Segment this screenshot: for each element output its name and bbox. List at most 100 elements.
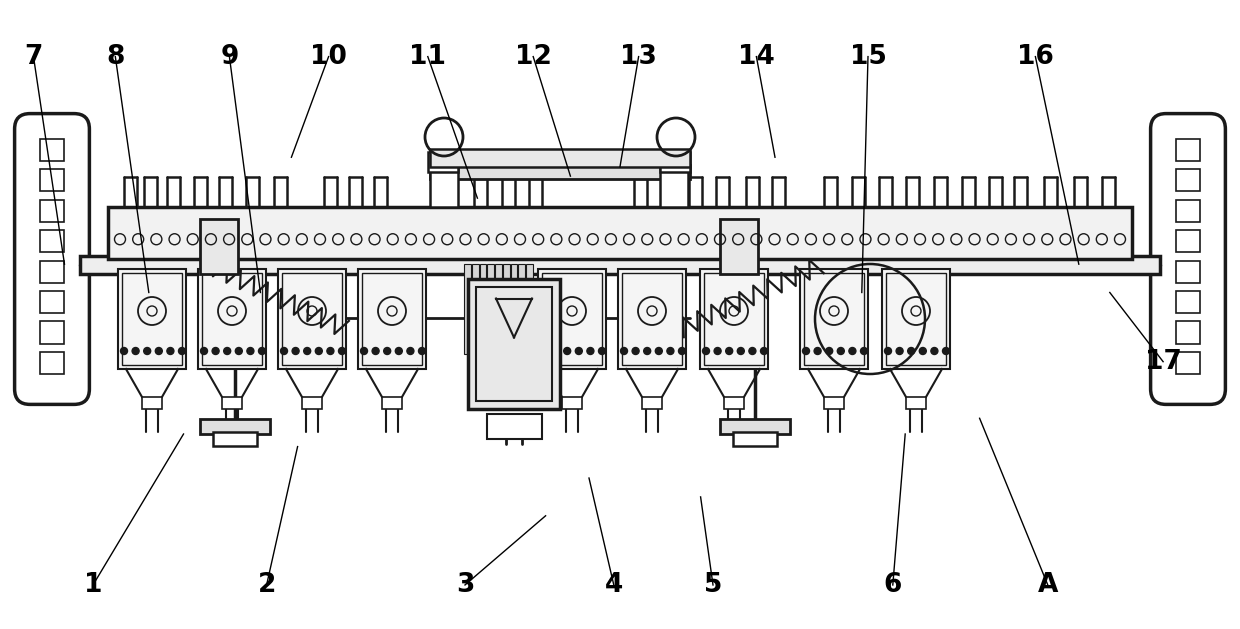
- Bar: [487, 264, 494, 354]
- Bar: [108, 207, 1132, 259]
- Text: 5: 5: [704, 572, 722, 598]
- Text: 14: 14: [738, 43, 775, 70]
- Bar: [486, 414, 542, 439]
- Bar: [40, 352, 64, 374]
- Circle shape: [120, 347, 128, 355]
- Circle shape: [802, 347, 810, 355]
- Bar: [476, 287, 552, 401]
- Circle shape: [236, 347, 242, 355]
- Circle shape: [372, 347, 379, 355]
- Text: 2: 2: [258, 572, 275, 598]
- Circle shape: [144, 347, 151, 355]
- Circle shape: [247, 347, 254, 355]
- Circle shape: [897, 347, 903, 355]
- Circle shape: [587, 347, 594, 355]
- Circle shape: [942, 347, 950, 355]
- Bar: [562, 397, 582, 409]
- Circle shape: [760, 347, 768, 355]
- Text: 15: 15: [849, 43, 887, 70]
- Circle shape: [931, 347, 937, 355]
- Bar: [200, 419, 270, 434]
- Circle shape: [339, 347, 346, 355]
- Circle shape: [315, 347, 322, 355]
- Bar: [467, 279, 560, 409]
- Bar: [622, 273, 682, 365]
- Text: A: A: [1038, 572, 1058, 598]
- Bar: [538, 269, 606, 369]
- Circle shape: [541, 347, 548, 355]
- Circle shape: [749, 347, 756, 355]
- Text: 7: 7: [25, 43, 42, 70]
- Bar: [81, 256, 1159, 274]
- Bar: [430, 152, 458, 207]
- Circle shape: [826, 347, 833, 355]
- Bar: [40, 169, 64, 191]
- Text: 6: 6: [884, 572, 901, 598]
- Bar: [1176, 321, 1200, 343]
- Circle shape: [884, 347, 892, 355]
- Text: 10: 10: [310, 43, 347, 70]
- Circle shape: [407, 347, 414, 355]
- Bar: [480, 264, 486, 354]
- Circle shape: [293, 347, 299, 355]
- Bar: [518, 264, 526, 354]
- Circle shape: [738, 347, 744, 355]
- Circle shape: [655, 347, 662, 355]
- Bar: [495, 264, 502, 354]
- Bar: [200, 219, 238, 274]
- Circle shape: [714, 347, 722, 355]
- Circle shape: [644, 347, 651, 355]
- Bar: [40, 321, 64, 343]
- Circle shape: [304, 347, 311, 355]
- Bar: [724, 397, 744, 409]
- Bar: [720, 219, 758, 274]
- Text: 11: 11: [409, 43, 446, 70]
- Bar: [430, 165, 689, 179]
- Circle shape: [632, 347, 639, 355]
- Bar: [202, 273, 262, 365]
- Bar: [40, 291, 64, 313]
- Bar: [906, 397, 926, 409]
- Circle shape: [837, 347, 844, 355]
- Bar: [720, 419, 790, 434]
- Bar: [701, 269, 768, 369]
- Circle shape: [849, 347, 856, 355]
- Bar: [642, 397, 662, 409]
- Bar: [118, 269, 186, 369]
- Bar: [40, 139, 64, 161]
- Bar: [1176, 291, 1200, 313]
- Bar: [1176, 352, 1200, 374]
- Bar: [40, 260, 64, 282]
- Bar: [804, 273, 864, 365]
- Circle shape: [815, 347, 821, 355]
- Circle shape: [678, 347, 686, 355]
- Circle shape: [861, 347, 868, 355]
- Bar: [733, 432, 777, 446]
- Circle shape: [667, 347, 673, 355]
- Bar: [825, 397, 844, 409]
- Circle shape: [167, 347, 174, 355]
- Bar: [428, 152, 458, 172]
- Text: 17: 17: [1145, 348, 1182, 375]
- Bar: [660, 152, 689, 172]
- FancyBboxPatch shape: [1151, 114, 1225, 404]
- Circle shape: [383, 347, 391, 355]
- Text: 3: 3: [456, 572, 474, 598]
- Bar: [660, 152, 688, 207]
- Text: 12: 12: [515, 43, 552, 70]
- Bar: [40, 230, 64, 252]
- Circle shape: [201, 347, 207, 355]
- Bar: [882, 269, 950, 369]
- Bar: [887, 273, 946, 365]
- Circle shape: [908, 347, 915, 355]
- Bar: [1176, 230, 1200, 252]
- Circle shape: [575, 347, 583, 355]
- Bar: [1176, 260, 1200, 282]
- Circle shape: [361, 347, 367, 355]
- Circle shape: [599, 347, 605, 355]
- Circle shape: [179, 347, 186, 355]
- FancyBboxPatch shape: [15, 114, 89, 404]
- Bar: [358, 269, 427, 369]
- Text: 4: 4: [605, 572, 622, 598]
- Bar: [40, 199, 64, 222]
